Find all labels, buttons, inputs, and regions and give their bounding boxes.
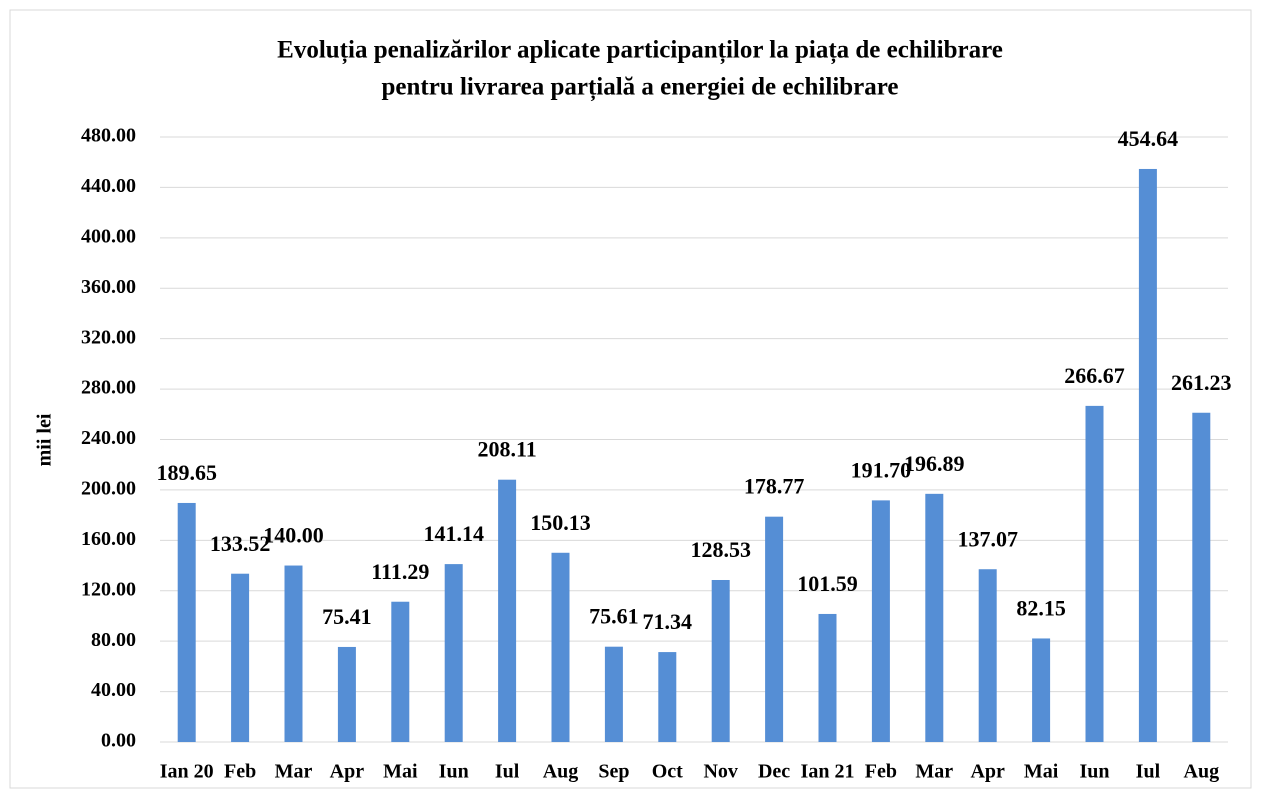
bar	[498, 479, 517, 742]
bar	[711, 579, 730, 742]
y-tick-label: 40.00	[91, 679, 136, 701]
y-tick-label: 280.00	[81, 377, 136, 399]
data-label: 137.07	[957, 526, 1018, 551]
data-label: 75.61	[589, 604, 639, 629]
y-tick-label: 360.00	[81, 276, 136, 298]
data-label: 75.41	[322, 604, 372, 629]
y-tick-label: 160.00	[81, 528, 136, 550]
bar	[604, 646, 623, 742]
x-tick-label: Iul	[1136, 761, 1161, 783]
x-tick-label: Iun	[439, 761, 469, 783]
y-tick-label: 0.00	[101, 730, 136, 752]
chart-title: Evoluția penalizărilor aplicate particip…	[277, 37, 1003, 65]
x-tick-label: Feb	[865, 761, 897, 783]
data-label: 191.70	[851, 457, 912, 482]
bar	[391, 601, 410, 742]
data-label: 266.67	[1064, 363, 1125, 388]
y-tick-label: 200.00	[81, 478, 136, 500]
data-label: 101.59	[797, 571, 858, 596]
data-label: 71.34	[643, 609, 693, 634]
bar	[231, 573, 250, 742]
x-tick-label: Sep	[598, 761, 629, 783]
data-label: 189.65	[156, 460, 217, 485]
bar	[1192, 412, 1211, 742]
data-label: 178.77	[744, 474, 805, 499]
x-tick-label: Apr	[330, 761, 365, 783]
chart-title: pentru livrarea parțială a energiei de e…	[381, 74, 898, 102]
y-tick-label: 440.00	[81, 175, 136, 197]
y-tick-label: 320.00	[81, 326, 136, 348]
x-tick-label: Nov	[703, 761, 737, 783]
x-tick-label: Aug	[543, 761, 579, 783]
bar	[765, 516, 784, 742]
data-label: 196.89	[904, 451, 965, 476]
data-label: 133.52	[210, 531, 271, 556]
chart-border	[9, 9, 1252, 789]
bar	[818, 613, 837, 742]
x-tick-label: Oct	[652, 761, 683, 783]
data-label: 261.23	[1171, 370, 1232, 395]
x-tick-label: Iun	[1079, 761, 1109, 783]
y-tick-label: 80.00	[91, 629, 136, 651]
bar	[177, 502, 196, 742]
x-tick-label: Mar	[915, 761, 953, 783]
data-label: 150.13	[530, 510, 591, 535]
x-tick-label: Ian 20	[160, 761, 214, 783]
y-tick-label: 240.00	[81, 427, 136, 449]
x-tick-label: Apr	[970, 761, 1005, 783]
bar	[1138, 168, 1157, 742]
bar	[284, 565, 303, 742]
x-tick-label: Mar	[275, 761, 313, 783]
bar	[871, 500, 890, 742]
data-label: 111.29	[371, 559, 429, 584]
bar	[1032, 638, 1051, 742]
x-tick-label: Mai	[1024, 761, 1059, 783]
data-label: 141.14	[423, 521, 484, 546]
x-tick-label: Mai	[383, 761, 418, 783]
x-tick-label: Aug	[1184, 761, 1220, 783]
x-tick-label: Dec	[758, 761, 790, 783]
bar	[551, 552, 570, 742]
data-label: 128.53	[690, 537, 751, 562]
y-tick-label: 120.00	[81, 578, 136, 600]
bar	[658, 652, 677, 742]
x-tick-label: Ian 21	[801, 761, 855, 783]
y-axis-label: mii lei	[34, 413, 56, 466]
bar	[444, 564, 463, 742]
x-tick-label: Feb	[224, 761, 256, 783]
data-label: 208.11	[477, 437, 536, 462]
bar	[1085, 405, 1104, 742]
bar	[978, 569, 997, 742]
data-label: 454.64	[1118, 126, 1179, 151]
bar	[925, 493, 944, 742]
data-label: 140.00	[263, 523, 324, 548]
y-tick-label: 480.00	[81, 125, 136, 147]
data-label: 82.15	[1016, 596, 1066, 621]
x-tick-label: Iul	[495, 761, 520, 783]
y-tick-label: 400.00	[81, 225, 136, 247]
bar	[337, 646, 356, 742]
